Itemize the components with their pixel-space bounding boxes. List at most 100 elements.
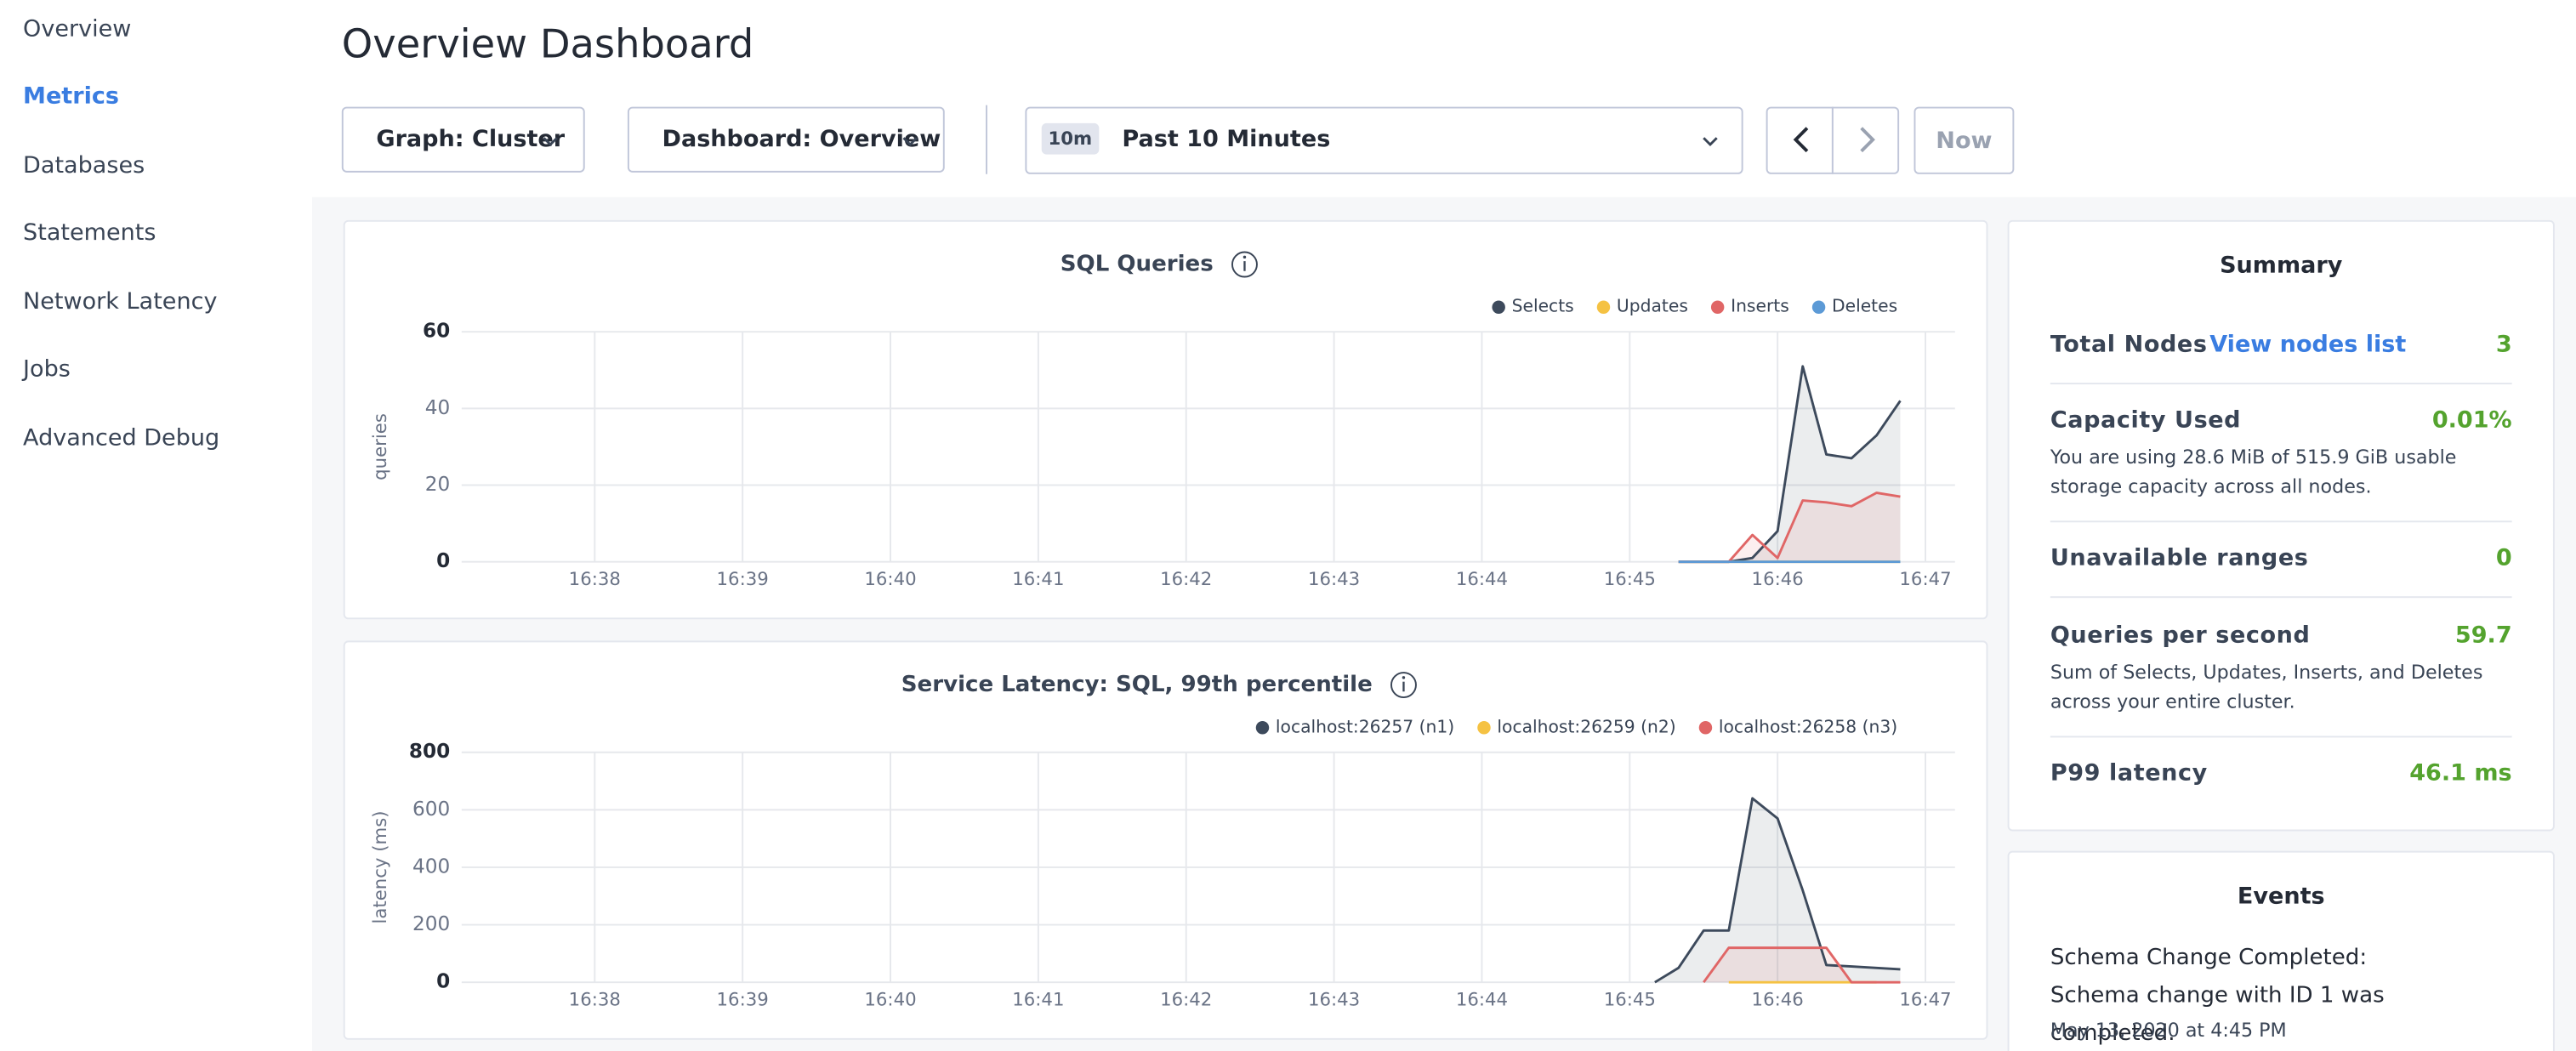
summary-value: 59.7 xyxy=(2455,622,2512,649)
x-tick-label: 16:46 xyxy=(1752,569,1804,590)
legend-label: Selects xyxy=(1512,296,1574,316)
nodes-link[interactable]: View nodes list xyxy=(2209,332,2406,358)
x-tick-label: 16:39 xyxy=(717,989,769,1010)
separator xyxy=(2050,736,2512,737)
prev-button[interactable] xyxy=(1766,107,1834,174)
summary-value: 0 xyxy=(2496,545,2512,571)
separator xyxy=(2050,596,2512,598)
next-button[interactable] xyxy=(1832,107,1899,174)
legend-swatch xyxy=(1477,721,1490,734)
nav-item[interactable]: Statements xyxy=(23,220,156,247)
x-tick-label: 16:44 xyxy=(1456,569,1508,590)
x-tick-label: 16:45 xyxy=(1604,569,1656,590)
legend-swatch xyxy=(1597,301,1610,314)
legend-label: Updates xyxy=(1617,296,1688,316)
summary-label: Unavailable ranges xyxy=(2050,545,2309,571)
x-tick-label: 16:47 xyxy=(1899,989,1951,1010)
x-tick-label: 16:42 xyxy=(1160,569,1212,590)
legend-label: Inserts xyxy=(1731,296,1789,316)
x-tick-label: 16:38 xyxy=(569,569,621,590)
legend-label: localhost:26259 (n2) xyxy=(1497,716,1675,736)
events-title: Events xyxy=(2010,883,2553,910)
y-tick-label: 400 xyxy=(412,855,450,878)
chevron xyxy=(902,136,918,146)
legend-swatch xyxy=(1492,301,1504,314)
dropdown-label: Dashboard: Overview xyxy=(662,127,941,153)
y-axis-label: latency (ms) xyxy=(370,810,391,923)
info-icon-dot xyxy=(1243,256,1246,258)
x-tick-label: 16:41 xyxy=(1012,569,1064,590)
summary-value: 3 xyxy=(2496,332,2512,358)
divider xyxy=(986,105,987,174)
x-tick-label: 16:40 xyxy=(864,569,916,590)
x-tick-label: 16:45 xyxy=(1604,989,1656,1010)
legend-swatch xyxy=(1812,301,1825,314)
nav-item[interactable]: Jobs xyxy=(23,356,71,383)
chevron xyxy=(1702,136,1718,146)
x-tick-label: 16:41 xyxy=(1012,989,1064,1010)
y-tick-label: 60 xyxy=(423,320,450,343)
arrow-left xyxy=(1768,107,1832,174)
y-axis-label: queries xyxy=(370,413,391,480)
x-tick-label: 16:47 xyxy=(1899,569,1951,590)
x-tick-label: 16:46 xyxy=(1752,989,1804,1010)
y-tick-label: 800 xyxy=(409,740,450,763)
nav-item[interactable]: Network Latency xyxy=(23,289,217,315)
chart: SQL QueriesDeletesInsertsUpdatesSelectsq… xyxy=(345,222,1990,621)
y-tick-label: 200 xyxy=(412,912,450,935)
chart-card: Service Latency: SQL, 99th percentile loc… xyxy=(344,640,1988,1039)
summary-title: Summary xyxy=(2010,253,2553,279)
x-tick-label: 16:40 xyxy=(864,989,916,1010)
sidebar: Overview Metrics Databases Statements Ne… xyxy=(0,0,312,1051)
summary-label: P99 latency xyxy=(2050,760,2208,787)
y-tick-label: 40 xyxy=(425,396,451,419)
summary-value: 46.1 ms xyxy=(2409,760,2511,787)
x-tick-label: 16:39 xyxy=(717,569,769,590)
summary-label: Queries per second xyxy=(2050,622,2311,649)
now-button[interactable]: Now xyxy=(1914,107,2015,174)
chart-card: SQL QueriesDeletesInsertsUpdatesSelectsq… xyxy=(344,220,1988,619)
summary-description: You are using 28.6 MiB of 515.9 GiB usab… xyxy=(2050,442,2519,502)
time-range: Past 10 Minutes xyxy=(1122,127,1330,153)
dashboard-dropdown[interactable]: Dashboard: Overview xyxy=(628,107,945,173)
x-tick-label: 16:43 xyxy=(1308,569,1360,590)
summary-value: 0.01% xyxy=(2432,407,2512,434)
page-title: Overview Dashboard xyxy=(342,21,754,67)
y-tick-label: 0 xyxy=(436,549,450,572)
x-tick-label: 16:43 xyxy=(1308,989,1360,1010)
info-icon-dot xyxy=(1402,676,1405,679)
summary-description: Sum of Selects, Updates, Inserts, and De… xyxy=(2050,657,2519,717)
x-tick-label: 16:42 xyxy=(1160,989,1212,1010)
time-badge: 10m xyxy=(1042,123,1099,155)
arrow-right xyxy=(1834,107,1897,174)
dropdown-label: Graph: Cluster xyxy=(376,127,565,153)
time-dropdown[interactable]: 10m Past 10 Minutes xyxy=(1025,107,1743,174)
summary-label: Capacity Used xyxy=(2050,407,2241,434)
legend-swatch xyxy=(1256,721,1269,734)
separator xyxy=(2050,520,2512,522)
legend-swatch xyxy=(1699,721,1712,734)
nav-item[interactable]: Overview xyxy=(23,16,131,43)
y-tick-label: 600 xyxy=(412,798,450,821)
legend-label: localhost:26258 (n3) xyxy=(1719,716,1897,736)
events-card: Events Schema Change Completed: Schema c… xyxy=(2008,851,2555,1051)
summary-label: Total Nodes xyxy=(2050,332,2208,358)
legend-label: Deletes xyxy=(1832,296,1897,316)
nav-item[interactable]: Advanced Debug xyxy=(23,425,219,452)
y-tick-label: 20 xyxy=(425,473,451,496)
nav-item[interactable]: Metrics xyxy=(23,84,119,111)
chevron xyxy=(542,136,558,146)
legend-label: localhost:26257 (n1) xyxy=(1276,716,1454,736)
event-time: May 13, 2020 at 4:45 PM xyxy=(2050,1019,2287,1042)
separator xyxy=(2050,383,2512,384)
chart-title: Service Latency: SQL, 99th percentile xyxy=(901,672,1373,697)
nav-item[interactable]: Databases xyxy=(23,153,145,179)
graph-dropdown[interactable]: Graph: Cluster xyxy=(342,107,585,173)
x-tick-label: 16:38 xyxy=(569,989,621,1010)
x-tick-label: 16:44 xyxy=(1456,989,1508,1010)
summary-card: Summary Total Nodes View nodes list 3 Ca… xyxy=(2008,220,2555,832)
legend-swatch xyxy=(1711,301,1724,314)
chart: Service Latency: SQL, 99th percentile loc… xyxy=(345,642,1990,1041)
